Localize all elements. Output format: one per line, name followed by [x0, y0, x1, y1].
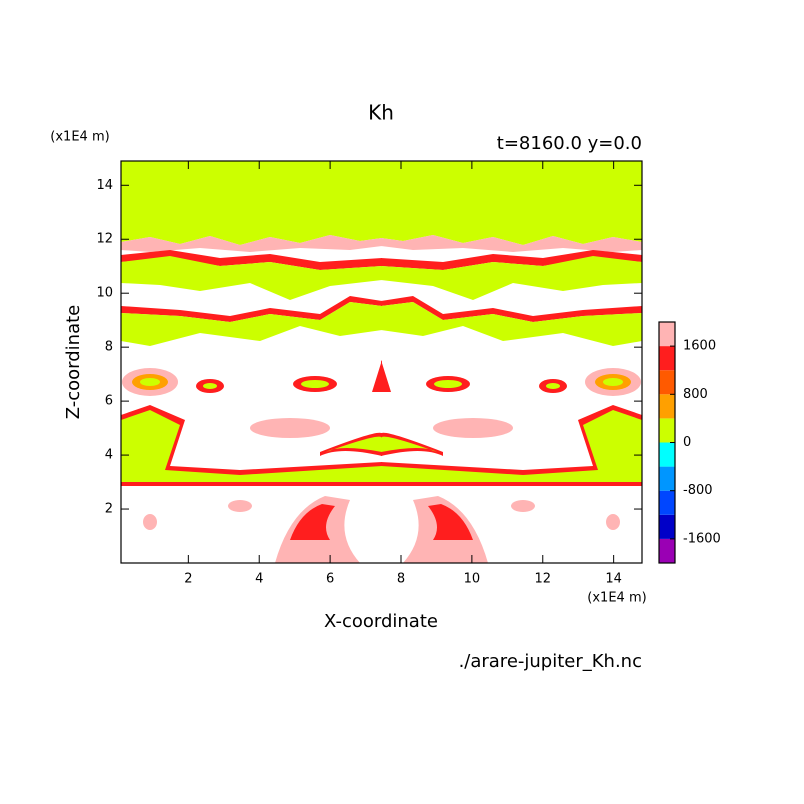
chart-subtitle: t=8160.0 y=0.0	[497, 133, 642, 154]
y-tick-label: 10	[96, 286, 113, 301]
x-tick-label: 10	[464, 572, 481, 587]
region	[250, 418, 330, 438]
y-tick-label: 2	[105, 502, 113, 517]
colorbar-tick-label: 1600	[683, 339, 716, 354]
plot-frame	[120, 160, 643, 564]
x-tick-label: 12	[534, 572, 551, 587]
colorbar-band	[659, 322, 675, 347]
colorbar-band	[659, 370, 675, 395]
region	[121, 250, 382, 270]
region	[121, 296, 382, 322]
colorbar-band	[659, 514, 675, 539]
field-half	[121, 161, 382, 563]
contour-field	[121, 161, 642, 563]
region	[121, 235, 382, 252]
colorbar-band	[659, 394, 675, 419]
region	[140, 378, 160, 386]
region	[372, 360, 382, 392]
region	[326, 436, 382, 452]
x-tick-label: 14	[605, 572, 622, 587]
colorbar-tick-label: -800	[683, 483, 713, 498]
x-tick-label: 6	[326, 572, 334, 587]
y-axis-label: Z-coordinate	[63, 305, 84, 420]
colorbar-band	[659, 490, 675, 515]
colorbar-band	[659, 418, 675, 443]
region	[203, 383, 217, 389]
x-unit: (x1E4 m)	[587, 591, 646, 606]
y-tick-label: 4	[105, 448, 113, 463]
colorbar-tick-label: 800	[683, 387, 708, 402]
region	[143, 514, 157, 530]
colorbar-band	[659, 466, 675, 491]
region	[121, 256, 382, 300]
source-file: ./arare-jupiter_Kh.nc	[459, 651, 642, 672]
y-unit: (x1E4 m)	[50, 130, 109, 145]
colorbar-band	[659, 346, 675, 371]
y-tick-label: 6	[105, 394, 113, 409]
x-axis-label: X-coordinate	[324, 611, 438, 632]
colorbar-tick-label: -1600	[683, 531, 721, 546]
region	[121, 405, 382, 486]
chart-title: Kh	[368, 101, 394, 125]
colorbar-tick-label: 0	[683, 435, 691, 450]
y-tick-label: 14	[96, 178, 113, 193]
region	[121, 410, 382, 482]
y-tick-label: 12	[96, 232, 113, 247]
x-tick-label: 2	[184, 572, 192, 587]
colorbar-band	[659, 538, 675, 563]
x-tick-label: 4	[255, 572, 263, 587]
region	[290, 504, 335, 540]
y-tick-label: 8	[105, 340, 113, 355]
region	[301, 380, 329, 388]
region	[228, 500, 252, 512]
x-tick-label: 8	[397, 572, 405, 587]
region	[121, 302, 382, 346]
colorbar-band	[659, 442, 675, 467]
region	[121, 161, 382, 245]
